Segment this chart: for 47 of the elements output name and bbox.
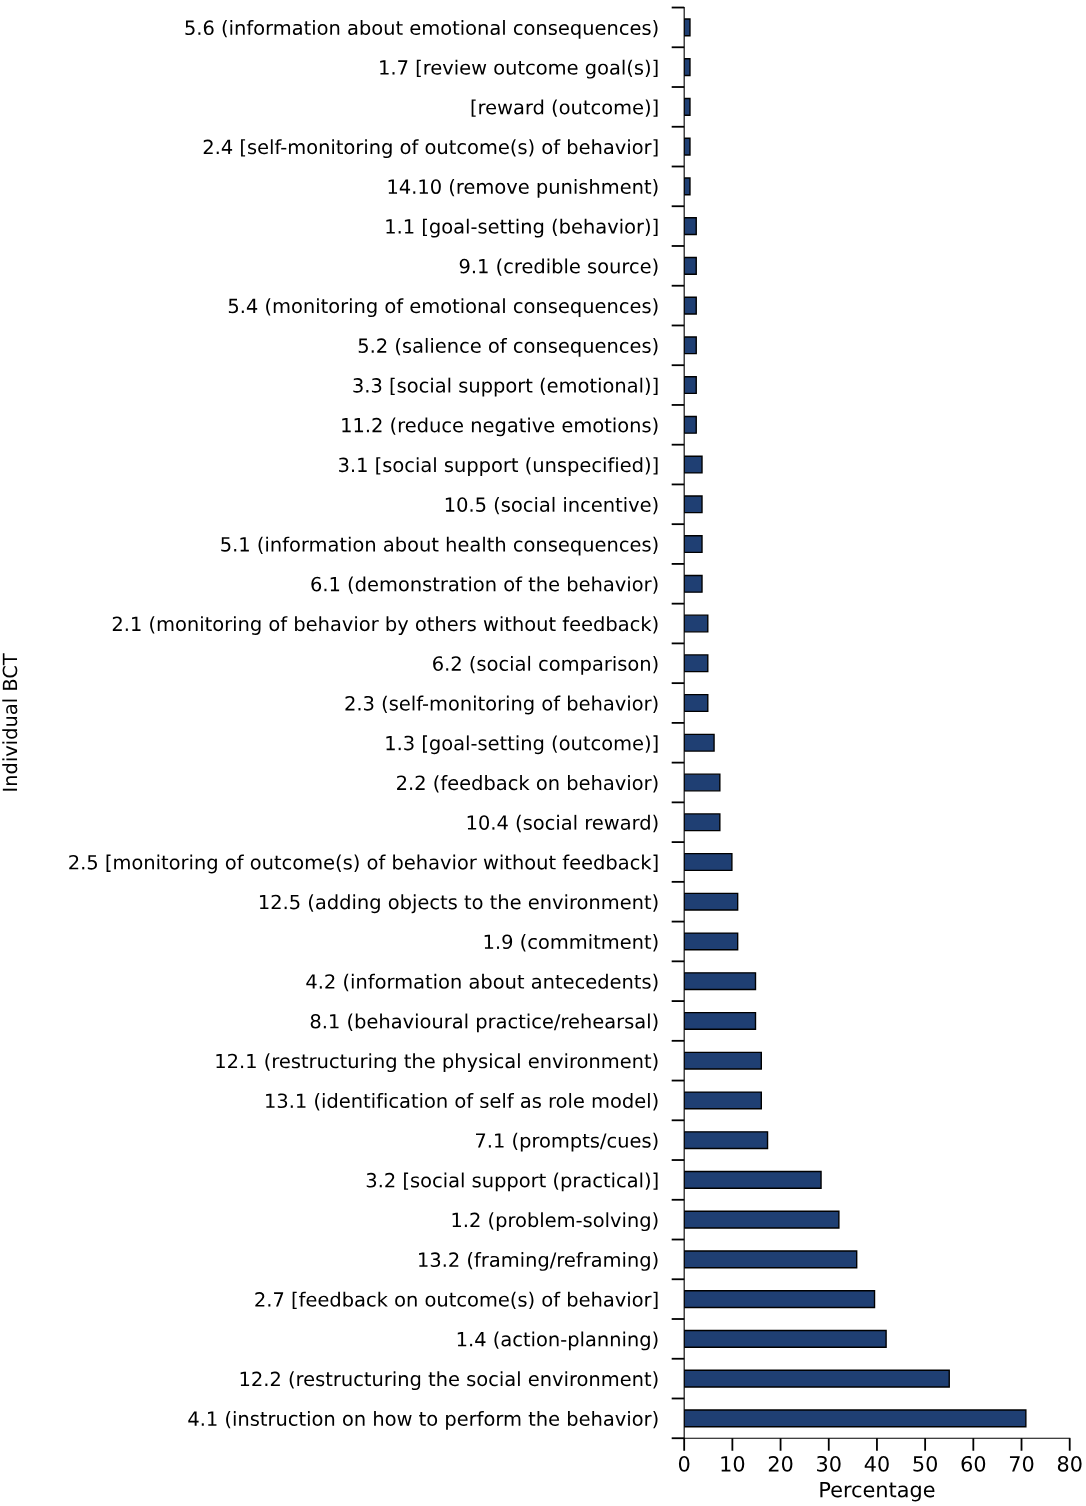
y-tick-label: 6.1 (demonstration of the behavior) xyxy=(311,576,658,594)
y-tick-label: 2.3 (self-monitoring of behavior) xyxy=(345,695,658,715)
y-tick-label: 1.7 [review outcome goal(s)] xyxy=(380,59,658,79)
x-tick-label: 50 xyxy=(913,1455,938,1472)
x-axis-title: Percentage xyxy=(820,1481,935,1502)
y-tick-label: 6.2 (social comparison) xyxy=(433,655,658,675)
y-tick-label: 12.2 (restructuring the social environment) xyxy=(240,1371,658,1391)
y-tick-label: 4.2 (information about antecedents) xyxy=(306,973,658,992)
y-tick-label: 12.1 (restructuring the physical environment) xyxy=(216,1053,658,1073)
y-tick-label: 1.1 [goal-setting (behavior)] xyxy=(386,218,658,238)
y-tick-label: 2.2 (feedback on behavior) xyxy=(397,775,658,793)
x-tick-label: 70 xyxy=(1009,1455,1034,1472)
y-tick-label: 5.4 (monitoring of emotional consequences) xyxy=(228,298,658,318)
y-tick-label: 2.4 [self-monitoring of outcome(s) of behavior] xyxy=(203,139,658,159)
y-tick-label: 11.2 (reduce negative emotions) xyxy=(342,417,658,437)
y-tick-label: 1.3 [goal-setting (outcome)] xyxy=(386,735,658,755)
y-tick-label: 1.2 (problem-solving) xyxy=(452,1212,658,1232)
y-tick-label: 2.5 [monitoring of outcome(s) of behavior without feedback] xyxy=(69,854,658,874)
y-tick-label: [reward (outcome)] xyxy=(471,99,658,117)
x-tick-label: 10 xyxy=(721,1455,745,1472)
x-tick-label: 0 xyxy=(678,1455,690,1472)
x-tick-label: 80 xyxy=(1057,1455,1082,1472)
y-tick-label: 3.2 [social support (practical)] xyxy=(366,1172,658,1192)
y-tick-label: 10.4 (social reward) xyxy=(467,814,658,833)
y-tick-label: 5.6 (information about emotional consequences) xyxy=(185,20,658,39)
y-tick-label: 3.1 [social support (unspecified)] xyxy=(339,457,658,476)
y-tick-label: 5.2 (salience of consequences) xyxy=(358,337,658,357)
y-tick-label: 9.1 (credible source) xyxy=(459,258,658,276)
y-tick-label: 2.1 (monitoring of behavior by others without feedback) xyxy=(112,616,658,635)
x-tick-label: 30 xyxy=(817,1455,841,1472)
y-tick-label: 5.1 (information about health consequences) xyxy=(221,536,658,556)
y-tick-label: 8.1 (behavioural practice/rehearsal) xyxy=(310,1013,658,1033)
y-tick-label: 12.5 (adding objects to the environment) xyxy=(259,894,658,914)
y-tick-label: 13.1 (identification of self as role model) xyxy=(266,1093,658,1111)
x-tick-label: 40 xyxy=(864,1455,889,1472)
y-tick-label: 3.3 [social support (emotional)] xyxy=(353,377,658,397)
y-tick-label: 1.4 (action-planning) xyxy=(457,1331,658,1351)
y-tick-label: 13.2 (framing/reframing) xyxy=(419,1252,658,1271)
y-tick-label: 10.5 (social incentive) xyxy=(445,496,658,515)
x-tick-label: 60 xyxy=(961,1455,986,1472)
y-tick-label: 1.9 (commitment) xyxy=(484,934,658,952)
y-tick-label: 4.1 (instruction on how to perform the behavior) xyxy=(188,1410,658,1430)
y-tick-label: 14.10 (remove punishment) xyxy=(388,178,658,198)
y-axis-title: Individual BCT xyxy=(2,653,18,791)
y-tick-label: 7.1 (prompts/cues) xyxy=(476,1132,658,1152)
x-tick-label: 20 xyxy=(768,1455,793,1472)
y-tick-label: 2.7 [feedback on outcome(s) of behavior] xyxy=(255,1291,658,1310)
